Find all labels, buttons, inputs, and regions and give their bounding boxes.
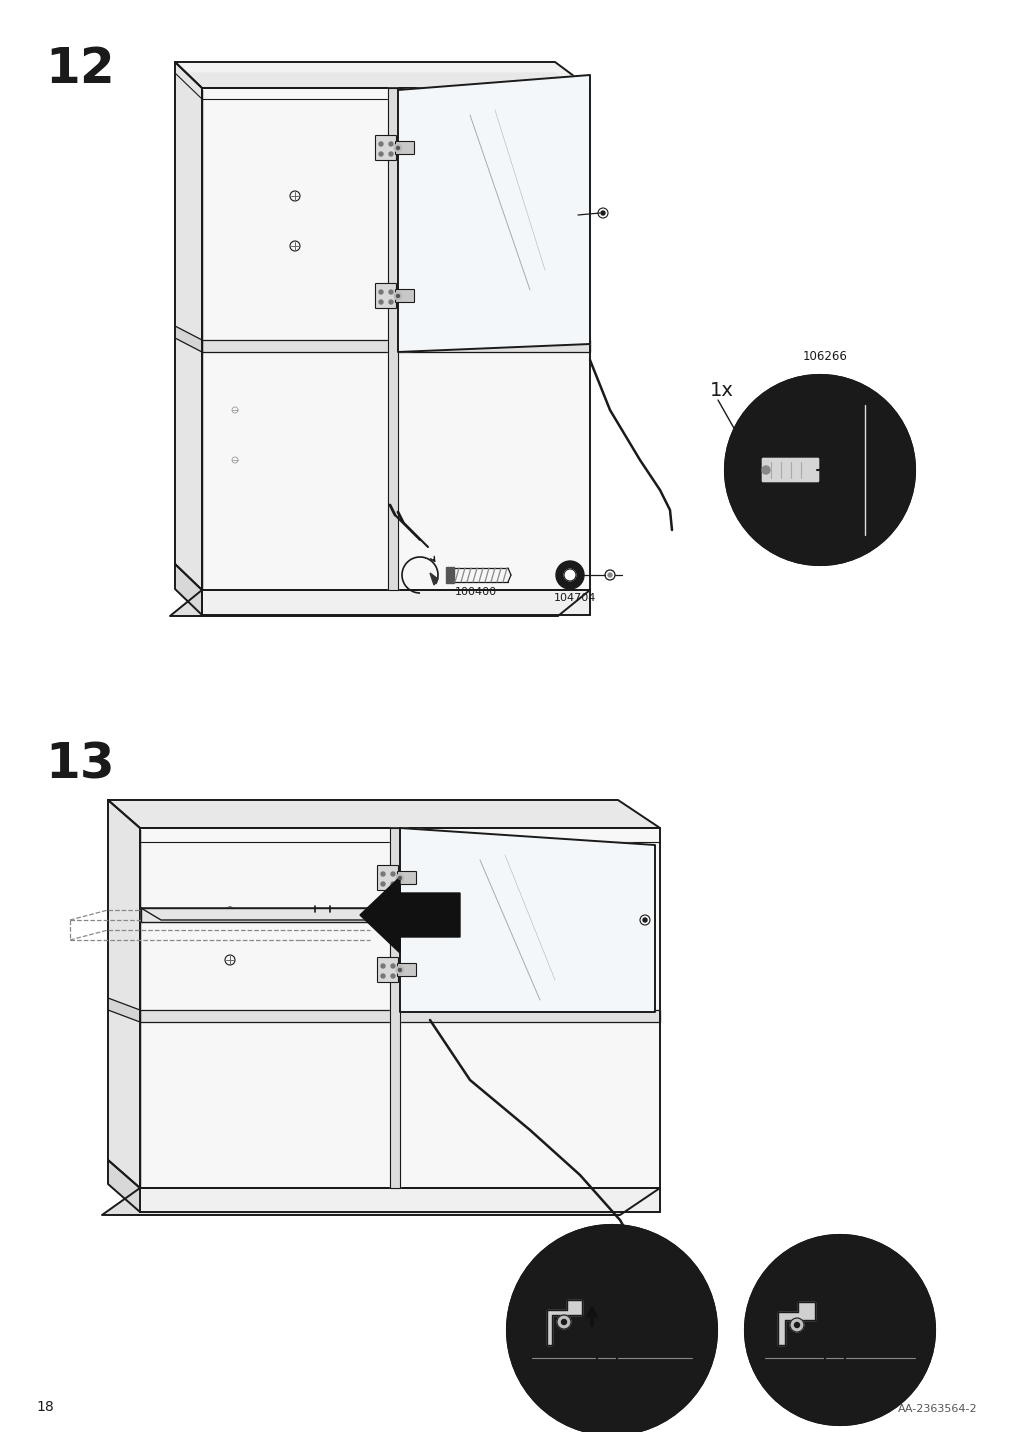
Polygon shape [399, 828, 654, 1012]
Text: 100400: 100400 [455, 587, 496, 597]
Polygon shape [141, 908, 389, 922]
Circle shape [608, 573, 612, 577]
Polygon shape [175, 326, 202, 352]
Circle shape [393, 145, 401, 152]
FancyBboxPatch shape [397, 872, 417, 885]
Circle shape [395, 967, 403, 974]
FancyBboxPatch shape [397, 964, 417, 977]
Circle shape [380, 872, 384, 876]
Text: AA-2363564-2: AA-2363564-2 [898, 1403, 977, 1413]
FancyBboxPatch shape [395, 289, 415, 302]
Polygon shape [140, 828, 659, 1189]
Polygon shape [170, 590, 589, 616]
Circle shape [379, 152, 382, 156]
Polygon shape [108, 1160, 140, 1211]
Polygon shape [140, 1189, 659, 1211]
Polygon shape [777, 1302, 814, 1345]
Circle shape [380, 882, 384, 886]
Circle shape [390, 974, 394, 978]
Polygon shape [430, 573, 438, 586]
Text: 106266: 106266 [802, 349, 846, 362]
Circle shape [380, 964, 384, 968]
Circle shape [790, 1317, 803, 1332]
Polygon shape [175, 62, 202, 590]
Circle shape [395, 874, 403, 882]
Polygon shape [389, 828, 399, 1189]
Polygon shape [108, 998, 140, 1022]
Polygon shape [141, 908, 409, 919]
Circle shape [398, 876, 401, 879]
Circle shape [388, 299, 392, 304]
Polygon shape [202, 339, 589, 352]
Circle shape [390, 872, 394, 876]
Circle shape [393, 292, 401, 299]
Text: 1x: 1x [710, 381, 733, 400]
Polygon shape [202, 590, 589, 614]
Polygon shape [102, 1189, 659, 1214]
Polygon shape [175, 564, 202, 614]
Text: 104704: 104704 [553, 593, 595, 603]
Polygon shape [360, 876, 460, 954]
Circle shape [390, 882, 394, 886]
Circle shape [380, 974, 384, 978]
Circle shape [794, 1323, 799, 1327]
Polygon shape [140, 1010, 659, 1022]
Text: 12: 12 [44, 44, 114, 93]
Polygon shape [175, 62, 589, 87]
FancyBboxPatch shape [377, 958, 398, 982]
Circle shape [555, 561, 583, 589]
Polygon shape [446, 567, 454, 583]
FancyBboxPatch shape [395, 142, 415, 155]
Circle shape [388, 291, 392, 294]
Circle shape [744, 1234, 934, 1425]
Polygon shape [202, 87, 589, 590]
Circle shape [556, 1315, 570, 1329]
FancyBboxPatch shape [377, 865, 398, 891]
Polygon shape [547, 1300, 581, 1345]
Circle shape [379, 142, 382, 146]
Circle shape [561, 1319, 566, 1325]
Circle shape [390, 964, 394, 968]
Circle shape [761, 465, 769, 474]
Circle shape [379, 299, 382, 304]
FancyBboxPatch shape [375, 284, 396, 308]
Circle shape [724, 375, 914, 566]
Polygon shape [108, 800, 659, 828]
Circle shape [379, 291, 382, 294]
Polygon shape [397, 74, 589, 352]
Circle shape [388, 142, 392, 146]
FancyBboxPatch shape [760, 457, 819, 483]
Circle shape [563, 569, 575, 581]
FancyArrowPatch shape [587, 1309, 595, 1325]
Text: 18: 18 [36, 1400, 54, 1413]
Polygon shape [108, 800, 140, 1189]
Circle shape [388, 152, 392, 156]
Circle shape [396, 295, 399, 298]
Polygon shape [175, 73, 589, 99]
Text: 13: 13 [44, 740, 114, 788]
Polygon shape [387, 87, 397, 590]
Circle shape [396, 146, 399, 149]
Circle shape [507, 1224, 716, 1432]
FancyBboxPatch shape [375, 136, 396, 160]
Circle shape [398, 968, 401, 971]
Polygon shape [108, 800, 659, 828]
Circle shape [642, 918, 646, 922]
Circle shape [601, 211, 605, 215]
